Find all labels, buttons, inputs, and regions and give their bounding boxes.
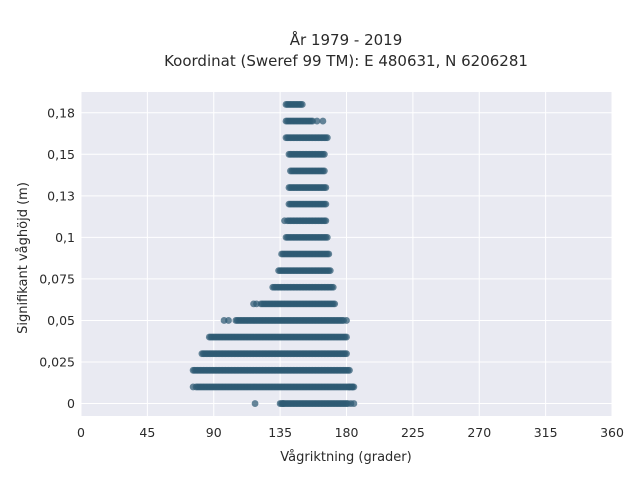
y-axis-label: Signifikant våghöjd (m) bbox=[16, 182, 31, 334]
data-point-outlier bbox=[343, 317, 350, 324]
data-point-outlier bbox=[251, 400, 259, 407]
data-point-outlier bbox=[285, 150, 293, 158]
y-tick-label: 0,025 bbox=[39, 355, 75, 370]
y-tick-label: 0,05 bbox=[47, 313, 75, 328]
data-point bbox=[331, 300, 339, 308]
data-point bbox=[323, 233, 331, 241]
data-point-outlier bbox=[298, 101, 306, 108]
data-point bbox=[323, 134, 331, 142]
chart-title: År 1979 - 2019 bbox=[290, 30, 403, 49]
data-point-outlier bbox=[279, 400, 287, 407]
x-tick-label: 360 bbox=[600, 425, 624, 440]
x-tick-label: 270 bbox=[467, 425, 491, 440]
y-tick-label: 0,18 bbox=[47, 105, 75, 120]
x-tick-label: 135 bbox=[268, 425, 292, 440]
data-point bbox=[322, 200, 330, 208]
x-tick-label: 0 bbox=[77, 425, 85, 440]
data-point-outlier bbox=[313, 117, 321, 125]
data-points bbox=[189, 101, 358, 407]
x-tick-label: 180 bbox=[335, 425, 359, 440]
data-point bbox=[326, 267, 334, 275]
data-point bbox=[325, 250, 333, 258]
data-point-outlier bbox=[350, 400, 358, 407]
data-point-outlier bbox=[319, 117, 327, 125]
x-tick-label: 225 bbox=[401, 425, 425, 440]
data-point-outlier bbox=[205, 333, 213, 341]
x-axis-label: Vågriktning (grader) bbox=[280, 450, 411, 465]
x-tick-label: 90 bbox=[206, 425, 222, 440]
y-tick-label: 0,075 bbox=[39, 271, 75, 286]
x-tick-label: 45 bbox=[139, 425, 155, 440]
data-point bbox=[322, 184, 330, 191]
data-point bbox=[322, 217, 330, 225]
data-point bbox=[343, 333, 350, 341]
data-point bbox=[329, 283, 337, 291]
data-point-outlier bbox=[281, 217, 288, 225]
data-point-outlier bbox=[253, 300, 260, 308]
y-tick-label: 0 bbox=[67, 396, 75, 411]
data-point bbox=[343, 350, 350, 358]
y-tick-label: 0,15 bbox=[47, 147, 75, 162]
y-tick-labels: 0 0,025 0,05 0,075 0,1 0,13 0,15 0,18 bbox=[39, 105, 75, 411]
data-point-outlier bbox=[225, 317, 232, 324]
x-tick-label: 315 bbox=[534, 425, 558, 440]
chart-subtitle: Koordinat (Sweref 99 TM): E 480631, N 62… bbox=[164, 52, 528, 70]
data-point-outlier bbox=[278, 250, 285, 258]
x-tick-labels: 0 45 90 135 180 225 270 315 360 bbox=[77, 425, 624, 440]
y-tick-label: 0,13 bbox=[47, 188, 75, 203]
y-tick-label: 0,1 bbox=[55, 230, 75, 245]
data-point-outlier bbox=[349, 383, 356, 391]
data-point bbox=[346, 366, 353, 374]
data-point bbox=[320, 150, 328, 158]
data-point bbox=[320, 167, 328, 175]
data-point-outlier bbox=[189, 383, 197, 391]
